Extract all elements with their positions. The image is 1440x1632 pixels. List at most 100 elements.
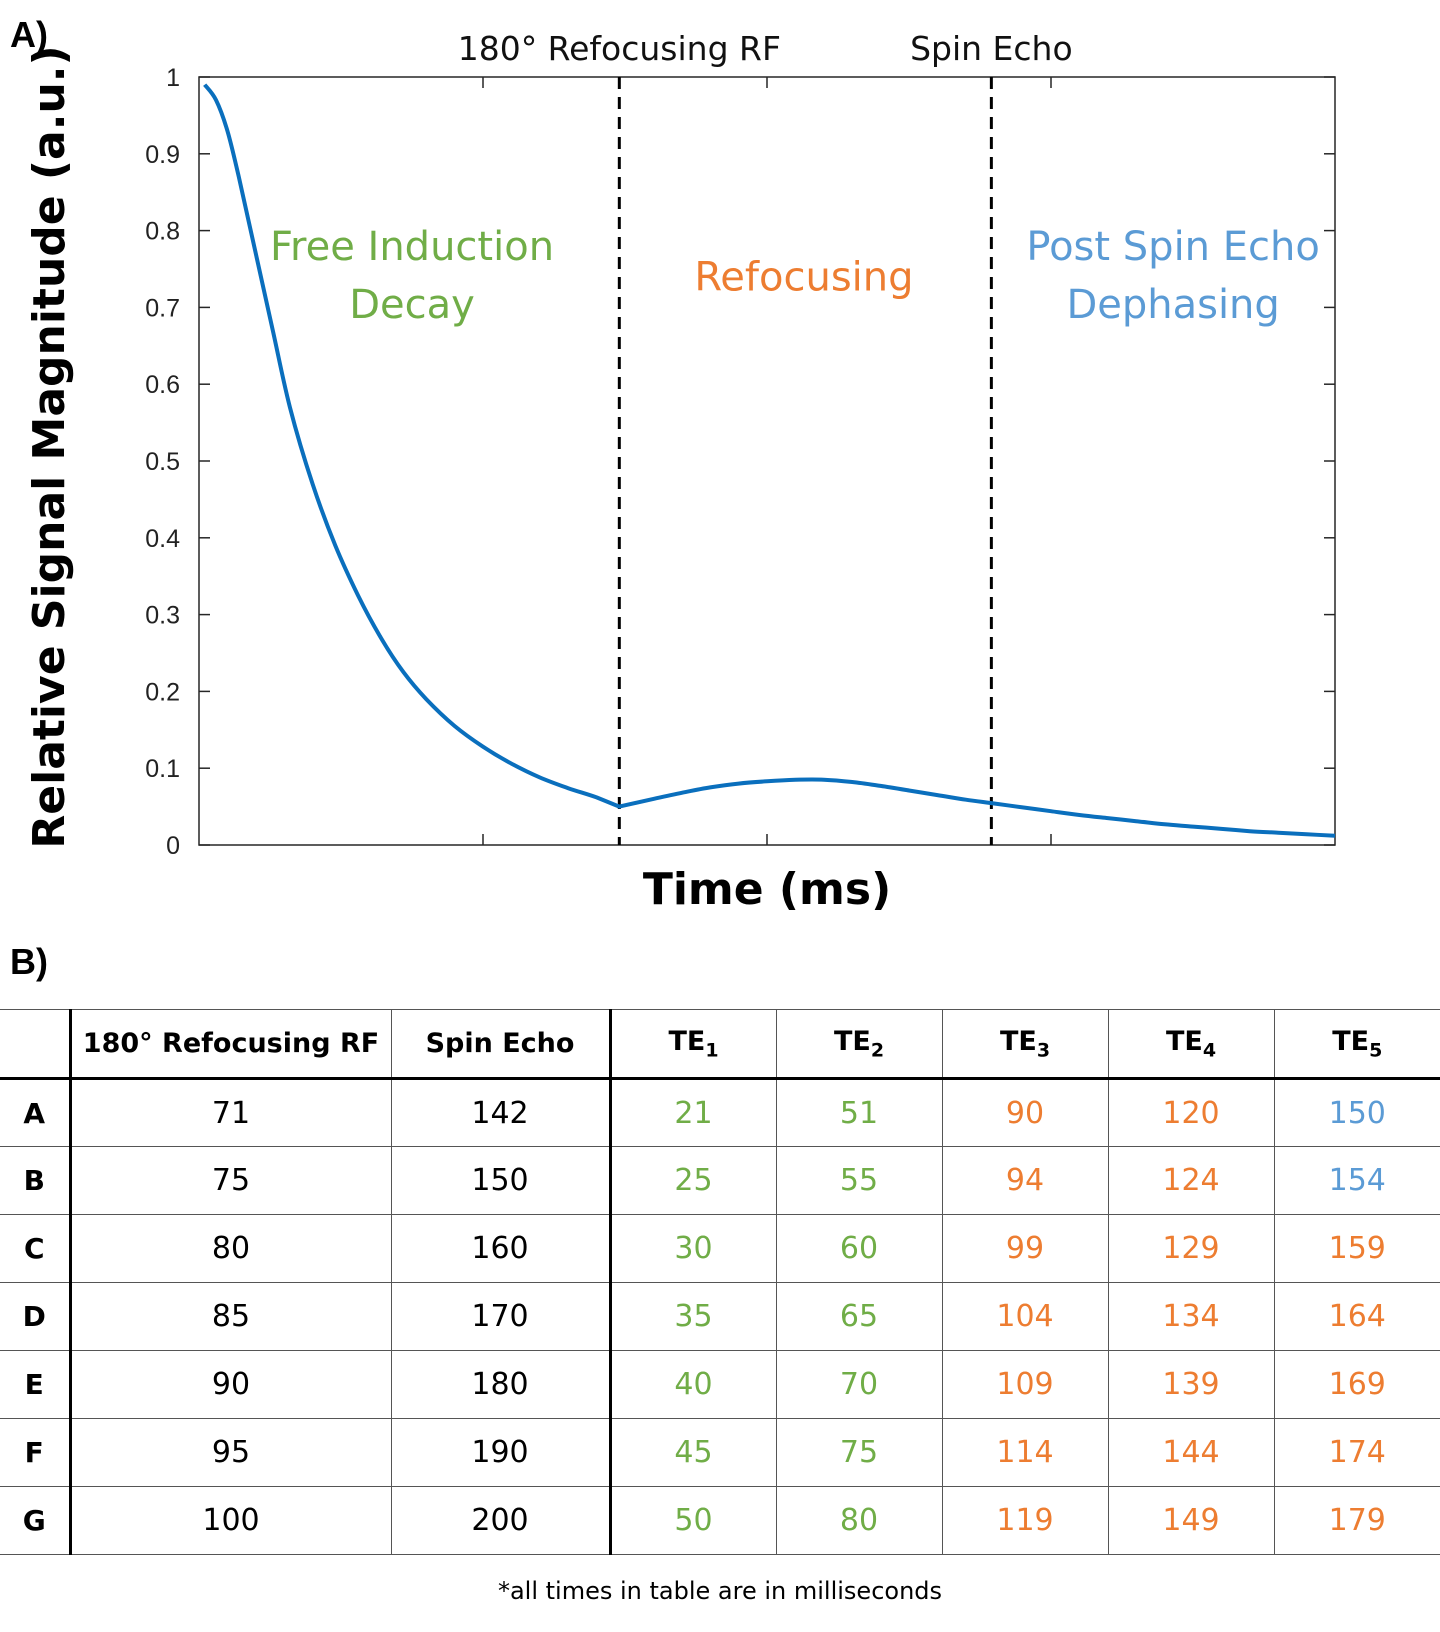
refocusing-rf-cell: 95 [69,1418,392,1487]
te2-cell: 51 [775,1078,943,1147]
refocusing-rf-cell: 75 [69,1146,392,1215]
refocusing-rf-cell: 85 [69,1282,392,1351]
refocusing-rf-label: 180° Refocusing RF [458,29,781,68]
column-header-text: TE [833,1025,871,1057]
row-label-cell: E [0,1350,72,1419]
te1-cell: 50 [609,1486,777,1555]
refocusing-region-label: Refocusing [694,255,913,301]
te4-cell: 129 [1107,1214,1275,1283]
column-header-text: 180° Refocusing RF [82,1028,380,1059]
plot-frame [198,76,1336,846]
column-header-subscript: 1 [705,1039,719,1062]
column-header-text: TE [1332,1025,1370,1057]
y-tick-label: 0.4 [145,525,180,553]
column-header-subscript: 4 [1202,1039,1217,1062]
y-tick-label: 0.9 [145,141,180,169]
te4-cell: 139 [1107,1350,1275,1419]
fid-region-label: Free Induction [270,224,554,270]
te2-cell: 65 [775,1282,943,1351]
refocusing-rf-cell: 71 [69,1078,392,1147]
column-header-text: TE [668,1025,706,1057]
refocusing-rf-cell: 80 [69,1214,392,1283]
y-tick-label: 0.7 [145,294,180,322]
te5-cell: 179 [1273,1486,1440,1555]
spin-echo-cell: 160 [390,1214,612,1283]
te3-cell: 94 [941,1146,1109,1215]
te3-cell: 90 [941,1078,1109,1147]
column-header-subscript: 2 [870,1039,885,1062]
table-footnote: *all times in table are in milliseconds [497,1577,943,1605]
te1-cell: 35 [609,1282,777,1351]
spin-echo-cell: 180 [390,1350,612,1419]
column-header-text: TE [1165,1025,1203,1057]
row-label-cell: F [0,1418,72,1487]
column-header-text: TE [999,1025,1037,1057]
y-tick-label: 0.6 [145,371,180,399]
te5-cell: 174 [1273,1418,1440,1487]
y-tick-label: 0 [166,832,180,860]
table-header-row: 180° Refocusing RF Spin Echo TE1 TE2 TE3 TE4 T… [0,1009,1440,1080]
panel-a-label: A) [10,14,48,55]
te1-cell: 21 [609,1078,777,1147]
y-axis-title: Relative Signal Magnitude (a.u.) [24,45,75,848]
spin-echo-cell: 190 [390,1418,612,1487]
timing-table: 180° Refocusing RF Spin Echo TE1 TE2 TE3 TE4 T… [0,1009,1440,1555]
refocusing-rf-cell: 100 [69,1486,392,1555]
table-row: G 100 200 50 80 119 149 179 [0,1486,1440,1555]
te4-cell: 124 [1107,1146,1275,1215]
te3-cell: 109 [941,1350,1109,1419]
te2-cell: 70 [775,1350,943,1419]
te5-cell: 169 [1273,1350,1440,1419]
te3-cell: 119 [941,1486,1109,1555]
y-tick-label: 0.2 [145,678,180,706]
refocusing-rf-cell: 90 [69,1350,392,1419]
te5-cell: 150 [1273,1078,1440,1147]
te4-cell: 120 [1107,1078,1275,1147]
spin-echo-cell: 142 [390,1078,612,1147]
row-label-cell: B [0,1146,72,1215]
spin-echo-cell: 170 [390,1282,612,1351]
spin-echo-cell: 200 [390,1486,612,1555]
table-row: E 90 180 40 70 109 139 169 [0,1350,1440,1419]
column-header: TE5 [1273,1009,1440,1080]
y-tick-label: 0.3 [145,602,180,630]
te5-cell: 159 [1273,1214,1440,1283]
x-axis-title: Time (ms) [643,864,891,915]
te4-cell: 149 [1107,1486,1275,1555]
te5-cell: 164 [1273,1282,1440,1351]
y-tick-label: 1 [166,64,180,92]
column-header: 180° Refocusing RF [69,1009,392,1080]
y-tick-label: 0.5 [145,448,180,476]
te1-cell: 45 [609,1418,777,1487]
te3-cell: 99 [941,1214,1109,1283]
row-label-cell: A [0,1078,72,1147]
row-label-cell: D [0,1282,72,1351]
column-header-subscript: 3 [1036,1039,1051,1062]
y-tick-label: 0.8 [145,218,180,246]
te3-cell: 114 [941,1418,1109,1487]
column-header: Spin Echo [390,1009,612,1080]
signal-curve [203,83,1336,838]
te2-cell: 80 [775,1486,943,1555]
header-corner [0,1009,72,1080]
column-header: TE3 [941,1009,1109,1080]
y-tick-label: 0.1 [145,755,180,783]
column-header: TE2 [775,1009,943,1080]
column-header-text: Spin Echo [425,1028,575,1059]
panel-b-label: B) [10,941,48,982]
fid-region-label: Decay [349,282,475,328]
table-row: B 75 150 25 55 94 124 154 [0,1146,1440,1215]
te4-cell: 144 [1107,1418,1275,1487]
spin-echo-cell: 150 [390,1146,612,1215]
post-echo-region-label: Post Spin Echo [1026,224,1319,270]
te2-cell: 55 [775,1146,943,1215]
te1-cell: 25 [609,1146,777,1215]
signal-chart: 0 0.1 0.2 0.3 0.4 0.5 0.6 0.7 0.8 0.9 1 180° Refocu… [24,29,1336,915]
te4-cell: 134 [1107,1282,1275,1351]
row-label-cell: C [0,1214,72,1283]
post-echo-region-label: Dephasing [1066,282,1279,328]
column-header-subscript: 5 [1369,1039,1383,1062]
row-label-cell: G [0,1486,72,1555]
table-row: D 85 170 35 65 104 134 164 [0,1282,1440,1351]
table-row: F 95 190 45 75 114 144 174 [0,1418,1440,1487]
